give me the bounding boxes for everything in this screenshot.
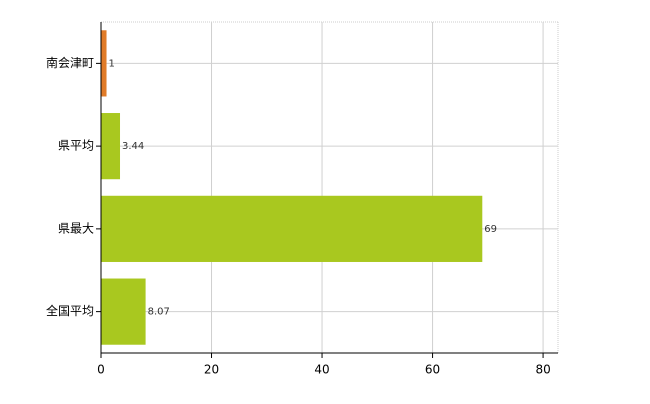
value-label: 69 [484, 224, 497, 235]
bar [101, 30, 107, 97]
value-label: 1 [109, 58, 115, 69]
y-tick-label: 県最大 [58, 221, 94, 235]
y-tick-label: 南会津町 [46, 55, 94, 70]
bar [101, 278, 146, 345]
x-tick-label: 0 [97, 363, 105, 377]
bar [101, 195, 483, 262]
bar [101, 113, 121, 180]
y-tick-label: 県平均 [58, 139, 94, 153]
x-tick-label: 20 [204, 363, 219, 377]
x-tick-label: 60 [425, 363, 440, 377]
value-label: 8.07 [148, 307, 170, 318]
x-tick-label: 80 [535, 363, 550, 377]
y-tick-label: 全国平均 [46, 303, 94, 318]
x-tick-label: 40 [314, 363, 329, 377]
value-label: 3.44 [122, 141, 144, 152]
